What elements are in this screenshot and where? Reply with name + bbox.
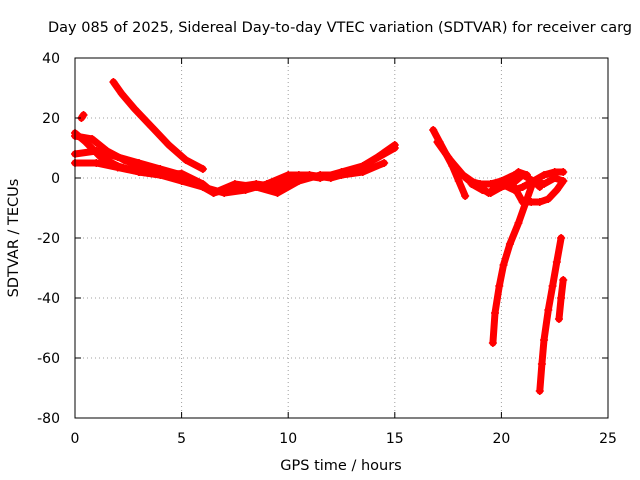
data-point <box>92 159 101 167</box>
data-point <box>488 339 497 347</box>
data-point <box>113 163 122 172</box>
data-point <box>550 168 559 176</box>
data-point <box>535 387 544 395</box>
data-point <box>540 171 549 179</box>
data-point <box>147 123 156 131</box>
data-point <box>284 171 293 179</box>
data-point <box>88 135 97 143</box>
data-point <box>454 177 463 185</box>
data-point <box>559 168 568 176</box>
y-tick-label: 0 <box>51 171 60 187</box>
data-point <box>92 147 101 155</box>
data-point <box>559 276 568 284</box>
data-point <box>552 258 561 266</box>
data-point <box>358 168 367 176</box>
data-point <box>337 171 346 179</box>
data-point <box>544 195 553 203</box>
series-track-10 <box>468 171 567 197</box>
x-tick-label: 20 <box>492 431 510 447</box>
data-point <box>557 234 566 242</box>
data-point <box>316 171 325 179</box>
y-tick-label: 40 <box>42 51 60 67</box>
data-point <box>529 177 538 185</box>
data-point <box>433 138 442 146</box>
data-point <box>117 90 126 98</box>
data-point <box>486 180 495 188</box>
data-point <box>380 159 389 167</box>
data-point <box>152 165 161 173</box>
data-point <box>209 189 218 197</box>
data-point <box>467 180 476 188</box>
series-track-4 <box>109 78 207 173</box>
data-point <box>429 126 438 134</box>
data-point <box>252 183 261 191</box>
data-point <box>130 105 139 113</box>
data-point <box>518 183 527 191</box>
data-point <box>540 336 549 344</box>
y-tick-label: -20 <box>37 231 60 247</box>
chart-title: Day 085 of 2025, Sidereal Day-to-day VTE… <box>48 20 632 36</box>
data-point <box>510 183 519 191</box>
data-point <box>552 186 561 194</box>
y-tick-label: 20 <box>42 111 60 127</box>
x-tick-label: 10 <box>279 431 297 447</box>
data-point <box>273 189 282 197</box>
data-point <box>559 177 568 185</box>
data-point <box>548 282 557 290</box>
data-point <box>537 360 546 368</box>
data-point <box>499 261 508 269</box>
data-point <box>478 186 487 194</box>
data-point <box>169 171 178 179</box>
data-point <box>369 156 378 164</box>
y-axis-label: SDTVAR / TECUs <box>6 179 22 298</box>
data-point <box>390 144 399 152</box>
axis-ticks: 0 5 10 15 20 25 40 20 0 -20 -40 -60 -80 <box>37 51 617 447</box>
data-point <box>109 78 118 86</box>
y-tick-label: -80 <box>37 411 60 427</box>
data-point <box>554 315 563 323</box>
plot-frame <box>74 57 609 419</box>
data-point <box>486 189 495 197</box>
data-point <box>495 282 504 290</box>
data-point <box>102 147 111 155</box>
data-point <box>230 180 239 188</box>
data-point <box>497 180 506 188</box>
x-tick-label: 25 <box>599 431 617 447</box>
data-point <box>181 156 190 164</box>
data-point <box>198 165 207 173</box>
data-point <box>177 171 186 179</box>
data-point <box>164 141 173 149</box>
data-point <box>79 111 88 119</box>
data-point <box>522 195 531 203</box>
data-point <box>461 192 470 200</box>
x-tick-label: 0 <box>71 431 80 447</box>
y-tick-label: -60 <box>37 351 60 367</box>
data-series <box>71 78 568 395</box>
data-point <box>120 156 129 164</box>
data-point <box>544 306 553 314</box>
data-point <box>514 219 523 227</box>
y-tick-label: -40 <box>37 291 60 307</box>
data-point <box>557 294 566 302</box>
grid-lines <box>75 58 608 418</box>
data-point <box>535 198 544 206</box>
data-point <box>134 162 143 170</box>
data-point <box>518 171 527 179</box>
data-point <box>491 309 500 317</box>
x-tick-label: 15 <box>386 431 404 447</box>
data-point <box>505 240 514 248</box>
data-point <box>459 171 468 179</box>
data-point <box>446 156 455 164</box>
x-tick-label: 5 <box>177 431 186 447</box>
x-axis-label: GPS time / hours <box>280 458 401 474</box>
data-point <box>535 183 544 191</box>
data-point <box>198 183 207 191</box>
data-point <box>294 177 303 185</box>
